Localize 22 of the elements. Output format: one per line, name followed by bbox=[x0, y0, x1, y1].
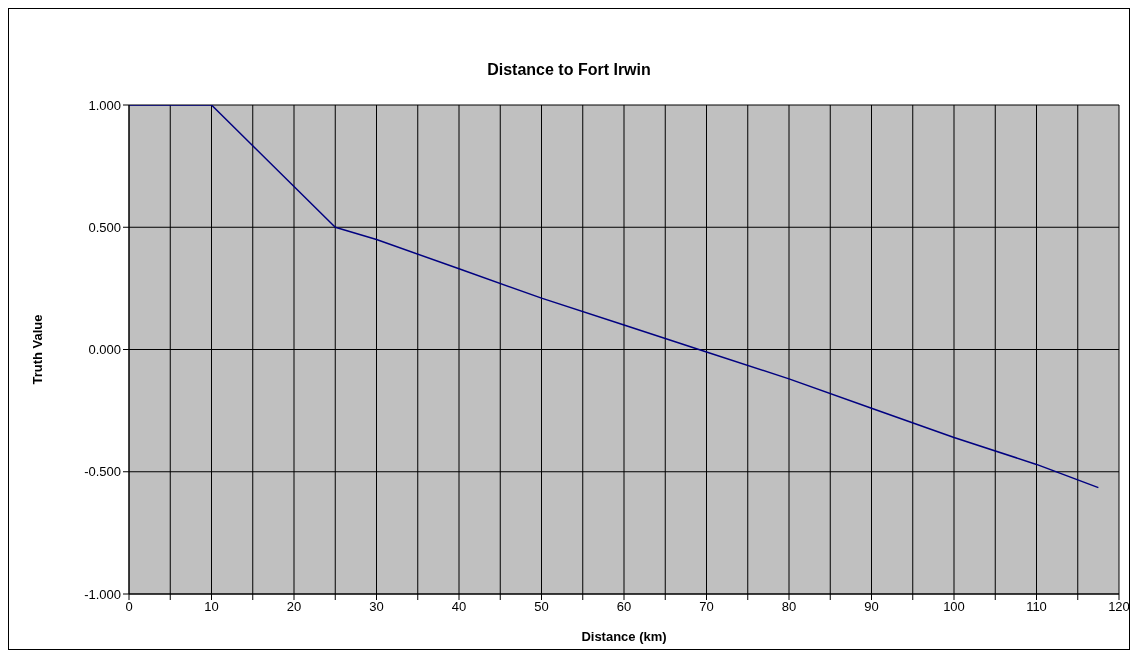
x-tick-label: 80 bbox=[781, 599, 797, 615]
y-tick-label: 0.000 bbox=[88, 342, 121, 358]
x-tick-label: 10 bbox=[204, 599, 219, 615]
x-tick-label: 0 bbox=[125, 599, 133, 615]
y-tick-label: 1.000 bbox=[88, 97, 121, 113]
x-axis-title: Distance (km) bbox=[581, 629, 667, 644]
x-tick-label: 100 bbox=[943, 599, 965, 615]
x-tick-label: 20 bbox=[286, 599, 302, 615]
x-tick-label: 50 bbox=[534, 599, 549, 615]
y-axis-title: Truth Value bbox=[29, 314, 45, 385]
x-tick-label: 30 bbox=[369, 599, 384, 615]
y-tick-label: -0.500 bbox=[84, 464, 121, 480]
x-tick-label: 90 bbox=[864, 599, 879, 615]
y-tick-label: 0.500 bbox=[88, 219, 121, 235]
x-tick-label: 120 bbox=[1108, 599, 1130, 615]
x-tick-label: 110 bbox=[1026, 599, 1047, 615]
chart-title: Distance to Fort Irwin bbox=[486, 61, 652, 79]
x-tick-label: 60 bbox=[616, 599, 632, 615]
x-tick-label: 70 bbox=[699, 599, 714, 615]
y-tick-label: -1.000 bbox=[84, 586, 121, 602]
x-tick-label: 40 bbox=[451, 599, 467, 615]
line-series bbox=[129, 105, 1100, 489]
